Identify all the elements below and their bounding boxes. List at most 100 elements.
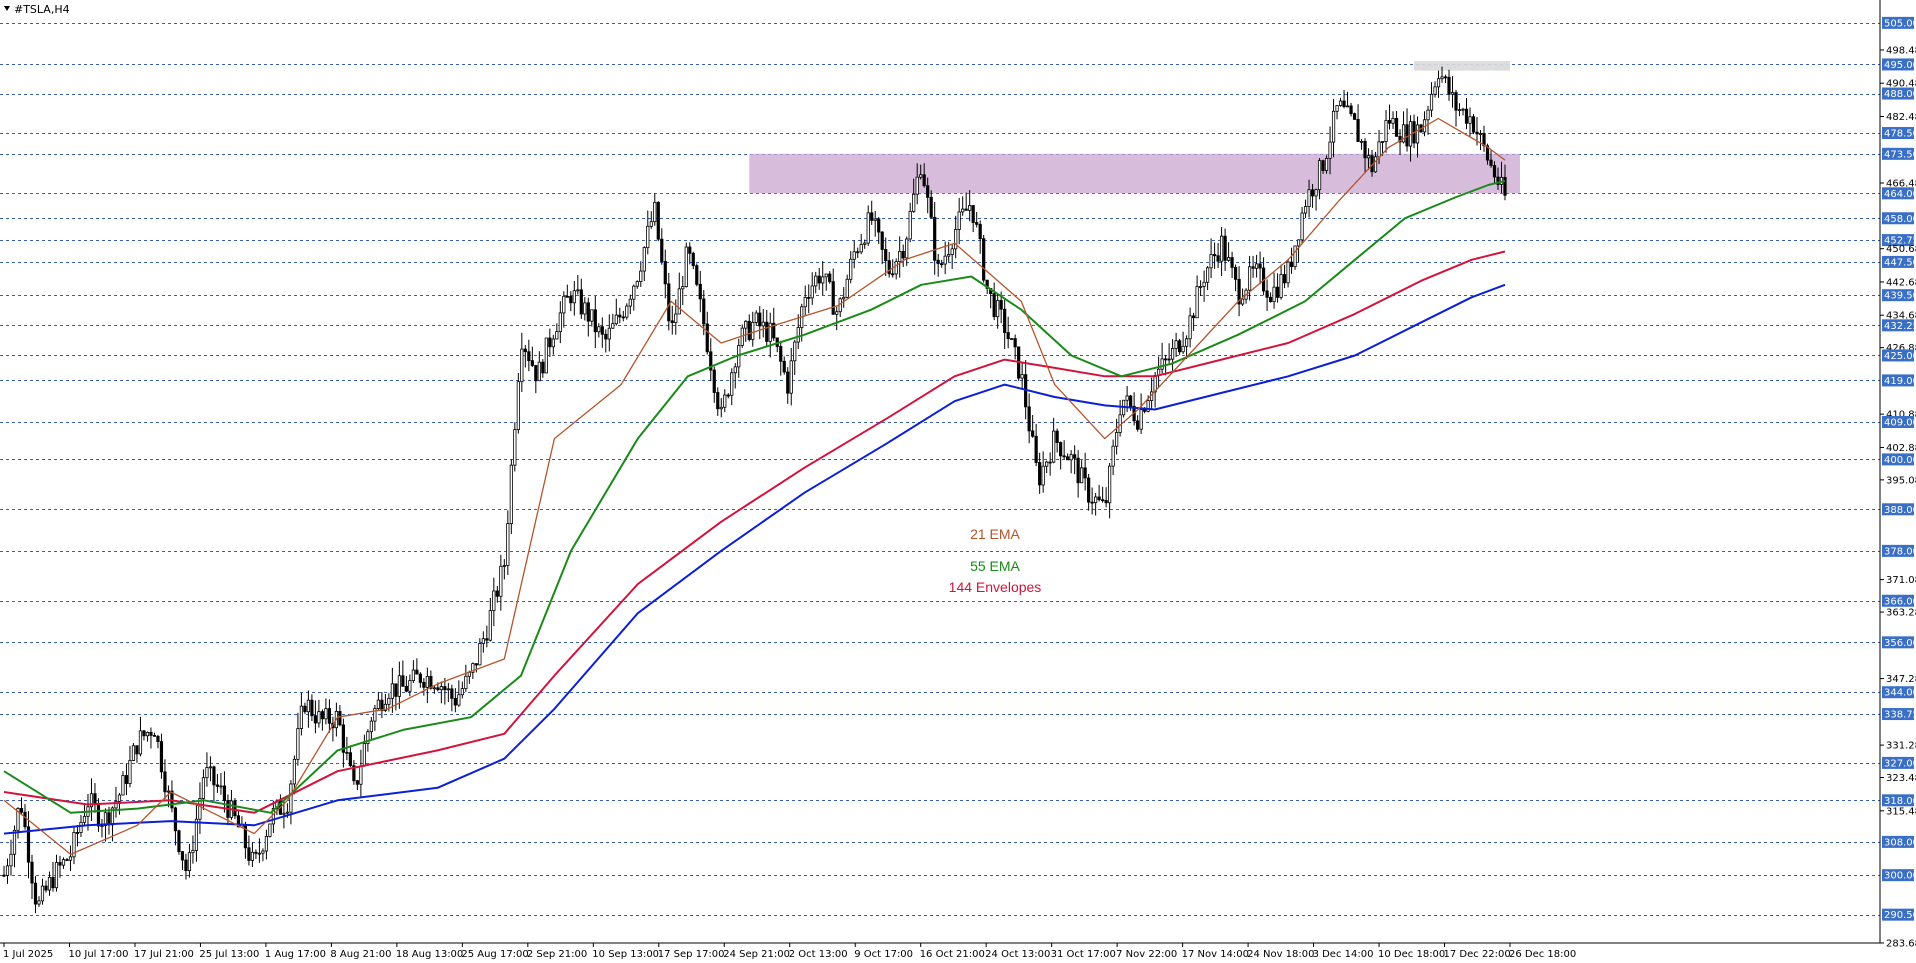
candle: [257, 838, 262, 863]
candle-body: [1433, 86, 1437, 95]
candle: [313, 700, 317, 734]
candle: [590, 309, 594, 327]
candle-body: [639, 270, 643, 282]
dropdown-triangle-icon[interactable]: [4, 6, 10, 11]
time-axis[interactable]: 1 Jul 2025 10 Jul 17:00 17 Jul 21:00 25 Jul…: [3, 943, 1576, 960]
price-tick: 442.68: [1880, 277, 1916, 288]
candle: [68, 845, 73, 872]
candle-body: [1136, 420, 1140, 430]
ema55-line: [3, 179, 1506, 814]
candle: [1062, 440, 1066, 460]
candle-body: [135, 745, 139, 755]
candle: [579, 278, 583, 319]
candle-body: [814, 275, 818, 287]
price-tag: 318.00: [1882, 794, 1916, 807]
candle-body: [604, 333, 608, 340]
candle-body: [1199, 286, 1203, 288]
candle: [306, 690, 310, 728]
candle: [954, 215, 958, 259]
candle-body: [37, 900, 41, 905]
price-tick: 466.48: [1880, 179, 1916, 190]
candle-body: [166, 790, 171, 793]
candle-body: [1104, 499, 1108, 504]
candle-body: [940, 263, 944, 266]
candle-body: [842, 296, 846, 300]
price-tag-label: 425.00: [1884, 351, 1916, 362]
candle-body: [1097, 496, 1101, 501]
candle-body: [12, 829, 17, 855]
candle-body: [387, 697, 391, 705]
candle-body: [149, 732, 153, 736]
candle-body: [779, 346, 783, 362]
candle-body: [705, 323, 709, 353]
candle-body: [999, 300, 1003, 310]
candle: [1216, 242, 1220, 269]
candle-body: [103, 812, 108, 826]
legend-ema55: 55 EMA: [970, 558, 1020, 574]
candle-body: [352, 765, 356, 782]
candle: [1192, 312, 1196, 331]
candle-body: [880, 231, 884, 250]
candle: [530, 346, 534, 368]
price-tag-box: [1882, 708, 1914, 721]
time-tick-label: 17 Sep 17:00: [658, 949, 725, 960]
candle-body: [436, 687, 440, 691]
candle-body: [751, 322, 755, 340]
candle: [1468, 107, 1472, 137]
candle: [922, 163, 926, 188]
candle: [509, 459, 513, 535]
price-tag-label: 432.25: [1884, 321, 1916, 332]
candle: [1296, 239, 1301, 263]
candle-body: [964, 208, 968, 211]
candle: [933, 202, 937, 275]
candle-body: [324, 708, 328, 720]
candle-body: [614, 314, 618, 325]
candle-body: [58, 862, 62, 866]
candle: [1247, 255, 1252, 301]
candle: [1440, 66, 1444, 83]
candle-body: [1461, 108, 1465, 111]
price-tag-box: [1882, 374, 1914, 387]
candle-body: [1300, 212, 1304, 241]
price-tag-box: [1882, 869, 1914, 882]
candle: [1212, 242, 1217, 269]
candle: [373, 704, 377, 731]
candle-body: [1286, 261, 1290, 284]
candle-body: [1471, 116, 1476, 133]
candle: [849, 251, 853, 284]
candle: [1136, 415, 1140, 432]
ema200-line: [3, 283, 1506, 835]
candle-body: [936, 259, 940, 265]
candle: [296, 712, 300, 766]
candle: [1230, 251, 1234, 278]
candle-body: [828, 273, 832, 283]
candle: [691, 251, 695, 270]
candle-body: [702, 298, 706, 325]
candle: [558, 301, 562, 344]
candle-body: [509, 464, 513, 524]
candle-body: [1503, 176, 1507, 196]
candle-body: [611, 323, 615, 329]
candle-body: [16, 808, 20, 831]
price-tag: 308.00: [1882, 835, 1916, 848]
price-axis: 505.00 498.48 495.00 490.48488.00 482.48 478.…: [1880, 16, 1916, 950]
candle-body: [44, 885, 48, 891]
candle-body: [1387, 120, 1392, 124]
time-tick: 24 Oct 13:00: [985, 943, 1050, 960]
candle: [884, 237, 888, 276]
candle-body: [877, 218, 881, 233]
candle: [1356, 104, 1360, 142]
candle: [1174, 332, 1178, 357]
candle-body: [789, 360, 793, 394]
price-tag-box: [1882, 503, 1914, 516]
candle: [422, 678, 426, 696]
candle: [89, 778, 94, 822]
candle: [485, 625, 489, 648]
candle-body: [1450, 92, 1455, 95]
candle: [663, 249, 667, 299]
price-tick: 323.48: [1880, 773, 1916, 784]
candle-body: [1349, 105, 1353, 115]
candle: [180, 851, 185, 871]
candle: [282, 801, 286, 829]
